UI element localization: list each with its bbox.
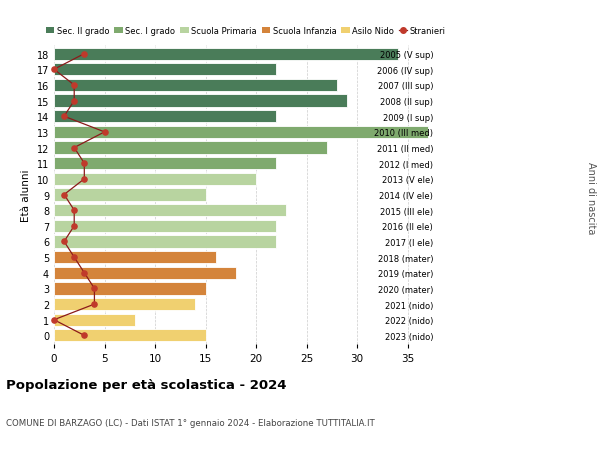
Bar [54, 95, 347, 107]
Bar [54, 189, 206, 201]
Bar [54, 64, 277, 76]
Point [70, 254, 79, 261]
Text: COMUNE DI BARZAGO (LC) - Dati ISTAT 1° gennaio 2024 - Elaborazione TUTTITALIA.IT: COMUNE DI BARZAGO (LC) - Dati ISTAT 1° g… [6, 418, 375, 427]
Bar [54, 314, 135, 326]
Point [70, 145, 79, 152]
Point [49, 316, 59, 324]
Bar [54, 330, 206, 342]
Point [70, 98, 79, 105]
Point [80, 160, 89, 168]
Point [49, 67, 59, 74]
Point [89, 301, 99, 308]
Point [80, 176, 89, 183]
Point [70, 223, 79, 230]
Bar [54, 174, 256, 185]
Point [59, 113, 69, 121]
Bar [54, 283, 206, 295]
Bar [54, 111, 277, 123]
Point [80, 51, 89, 58]
Legend: Sec. II grado, Sec. I grado, Scuola Primaria, Scuola Infanzia, Asilo Nido, Stran: Sec. II grado, Sec. I grado, Scuola Prim… [46, 27, 446, 36]
Bar [54, 158, 277, 170]
Point [70, 207, 79, 214]
Bar [54, 205, 286, 217]
Bar [54, 220, 277, 232]
Point [70, 82, 79, 90]
Bar [54, 252, 215, 263]
Point [59, 191, 69, 199]
Text: Anni di nascita: Anni di nascita [586, 161, 596, 234]
Bar [54, 236, 277, 248]
Y-axis label: Età alunni: Età alunni [21, 169, 31, 221]
Point [80, 332, 89, 339]
Point [59, 238, 69, 246]
Bar [54, 80, 337, 92]
Bar [54, 142, 327, 154]
Bar [54, 127, 428, 139]
Bar [54, 48, 398, 61]
Text: Popolazione per età scolastica - 2024: Popolazione per età scolastica - 2024 [6, 379, 287, 392]
Bar [54, 298, 196, 310]
Point [89, 285, 99, 292]
Point [100, 129, 109, 136]
Point [80, 269, 89, 277]
Bar [54, 267, 236, 279]
